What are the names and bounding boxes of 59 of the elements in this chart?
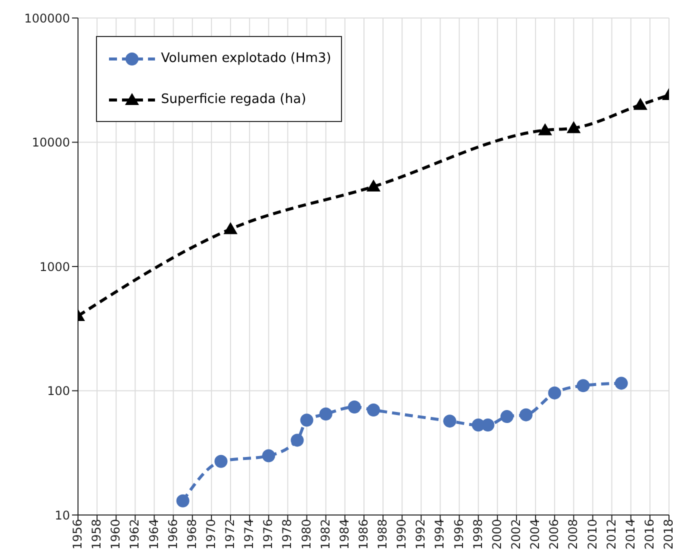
point: [224, 222, 238, 234]
x-tick-label: 1958: [90, 519, 104, 550]
x-tick-label: 2018: [662, 519, 673, 550]
x-tick-label: 2002: [509, 519, 524, 550]
x-tick-label: 1960: [108, 519, 123, 550]
x-tick-label: 2016: [642, 519, 656, 550]
x-tick-label: 1992: [414, 519, 428, 550]
x-tick-label: 1962: [128, 519, 142, 550]
point: [548, 386, 562, 400]
point: [538, 123, 552, 136]
x-tick-label: 1980: [299, 519, 314, 550]
point: [262, 449, 276, 462]
y-tick-label: 100: [47, 384, 70, 398]
point: [348, 400, 361, 414]
point: [300, 414, 314, 427]
point: [176, 494, 190, 508]
x-tick-label: 1984: [337, 519, 352, 550]
y-tick-label: 1000: [39, 260, 70, 274]
point: [290, 434, 304, 447]
x-tick-label: 1970: [204, 519, 218, 550]
x-tick-label: 1994: [432, 519, 447, 550]
point: [500, 410, 514, 424]
x-tick-label: 1998: [470, 519, 485, 550]
x-tick-label: 2004: [528, 519, 542, 550]
x-tick-label: 1966: [166, 519, 180, 550]
x-tick-label: 1968: [184, 519, 199, 550]
point: [566, 121, 581, 134]
point: [520, 408, 533, 422]
x-tick-label: 2014: [623, 519, 638, 550]
x-tick-label: 2008: [566, 519, 580, 550]
x-tick-label: 2012: [604, 519, 618, 550]
point: [366, 180, 380, 192]
point: [214, 454, 228, 468]
legend-label: Superficie regada (ha): [161, 92, 306, 107]
x-tick-label: 1974: [242, 519, 256, 550]
x-tick-label: 1990: [394, 519, 409, 550]
point: [319, 407, 332, 420]
x-tick-label: 2006: [547, 519, 562, 550]
point: [481, 418, 494, 432]
x-tick-label: 1972: [223, 519, 238, 550]
x-tick-label: 1982: [318, 519, 332, 550]
x-tick-label: 2000: [490, 519, 504, 550]
x-tick-label: 1956: [70, 519, 85, 550]
x-tick-label: 1978: [280, 519, 294, 550]
y-tick-label: 100000: [24, 11, 70, 26]
point: [633, 98, 648, 110]
y-tick-label: 10000: [32, 136, 70, 150]
x-tick-label: 1996: [452, 519, 466, 550]
x-tick-label: 2010: [585, 519, 600, 550]
point: [367, 403, 380, 416]
point: [576, 379, 590, 392]
point: [443, 414, 456, 428]
x-tick-label: 1988: [376, 519, 390, 550]
x-tick-label: 1976: [261, 519, 276, 550]
x-tick-label: 1986: [356, 519, 370, 550]
y-tick-label: 10: [54, 508, 70, 522]
point: [614, 376, 628, 390]
legend-label: Volumen explotado (Hm3): [161, 51, 332, 66]
x-tick-label: 1964: [146, 519, 161, 550]
